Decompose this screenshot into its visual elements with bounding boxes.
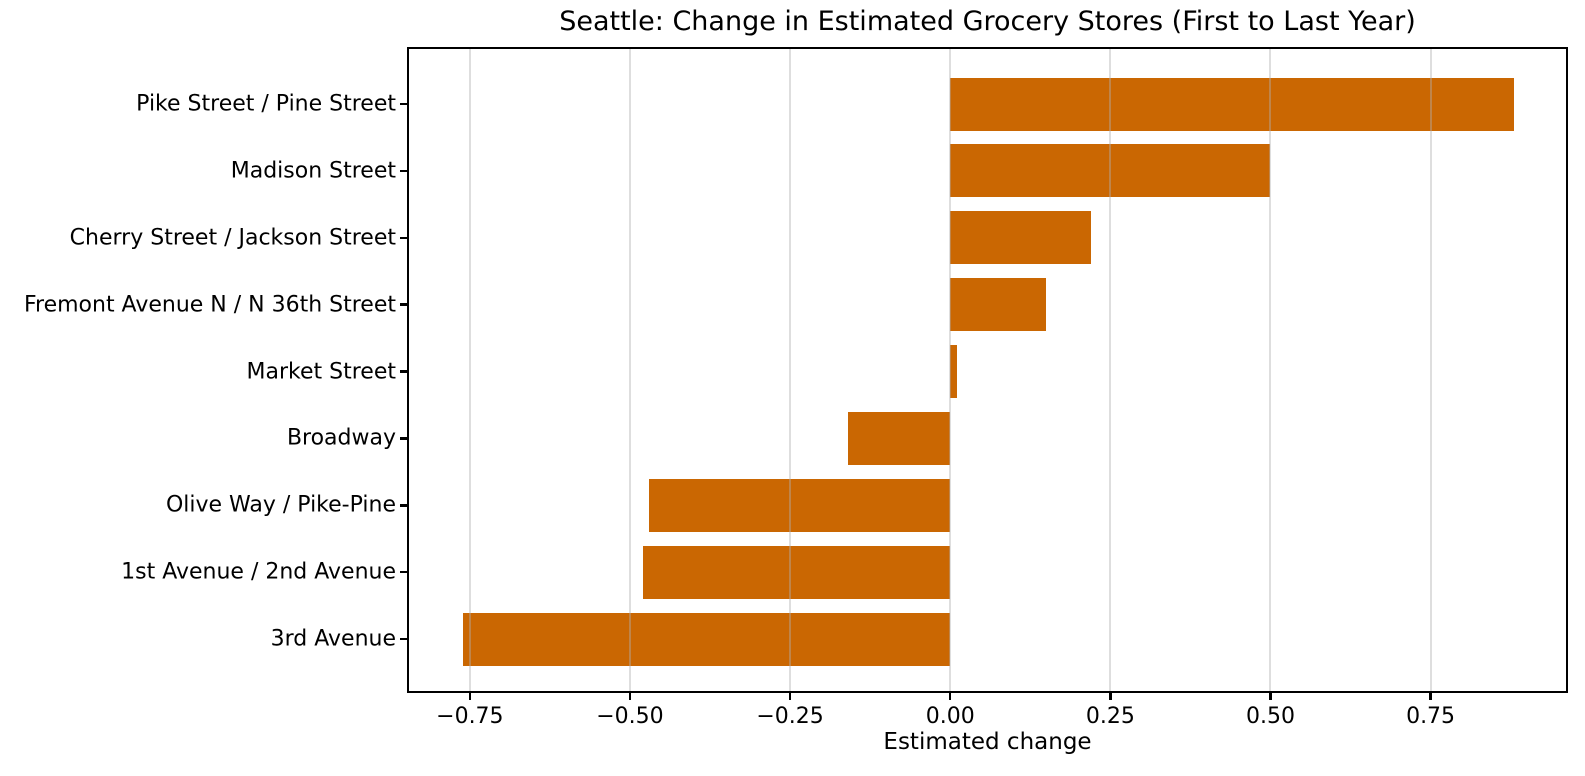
y-tick-label: 3rd Avenue bbox=[270, 626, 396, 652]
x-tick-label: 0.50 bbox=[1245, 704, 1295, 729]
y-tick-mark bbox=[400, 169, 408, 173]
bar bbox=[950, 211, 1092, 265]
y-tick-mark bbox=[400, 102, 408, 106]
gridline bbox=[1269, 48, 1272, 692]
x-tick-mark bbox=[1269, 692, 1272, 700]
gridline bbox=[468, 48, 471, 692]
x-tick-label: −0.25 bbox=[756, 704, 824, 729]
gridline bbox=[1109, 48, 1112, 692]
y-tick-mark bbox=[400, 236, 408, 239]
y-tick-mark bbox=[400, 437, 408, 440]
y-tick-mark bbox=[400, 370, 408, 373]
gridline bbox=[949, 48, 952, 692]
chart-title: Seattle: Change in Estimated Grocery Sto… bbox=[559, 6, 1416, 37]
bar bbox=[642, 545, 951, 599]
y-tick-label: Olive Way / Pike-Pine bbox=[165, 492, 396, 518]
gridline bbox=[789, 48, 792, 692]
y-tick-mark bbox=[400, 303, 408, 306]
gridline bbox=[1429, 48, 1432, 692]
x-tick-mark bbox=[1429, 692, 1432, 700]
x-tick-mark bbox=[948, 692, 952, 700]
bar bbox=[950, 278, 1047, 332]
bar bbox=[649, 478, 951, 532]
y-tick-label: Broadway bbox=[286, 425, 396, 451]
x-tick-label: 0.00 bbox=[925, 704, 975, 729]
y-tick-mark bbox=[400, 570, 408, 574]
bar bbox=[463, 612, 951, 666]
x-tick-mark bbox=[468, 692, 472, 700]
y-tick-label: Madison Street bbox=[230, 158, 396, 184]
x-tick-label: −0.50 bbox=[596, 704, 664, 729]
y-tick-label: 1st Avenue / 2nd Avenue bbox=[121, 559, 396, 585]
x-tick-mark bbox=[1109, 692, 1112, 700]
x-tick-label: 0.75 bbox=[1406, 704, 1456, 729]
bar bbox=[950, 77, 1514, 131]
x-tick-label: −0.75 bbox=[436, 704, 504, 729]
gridline bbox=[628, 48, 631, 692]
bar bbox=[950, 345, 957, 398]
y-tick-label: Market Street bbox=[246, 359, 396, 384]
x-tick-label: 0.25 bbox=[1085, 704, 1135, 729]
x-tick-mark bbox=[788, 692, 792, 700]
y-tick-label: Pike Street / Pine Street bbox=[136, 91, 396, 117]
y-tick-mark bbox=[400, 637, 408, 641]
y-tick-label: Cherry Street / Jackson Street bbox=[69, 225, 396, 251]
x-tick-mark bbox=[628, 692, 632, 700]
bar bbox=[950, 144, 1271, 198]
y-tick-label: Fremont Avenue N / N 36th Street bbox=[23, 292, 396, 318]
y-tick-mark bbox=[400, 504, 408, 507]
bar bbox=[847, 411, 951, 465]
x-axis-label: Estimated change bbox=[883, 729, 1092, 755]
